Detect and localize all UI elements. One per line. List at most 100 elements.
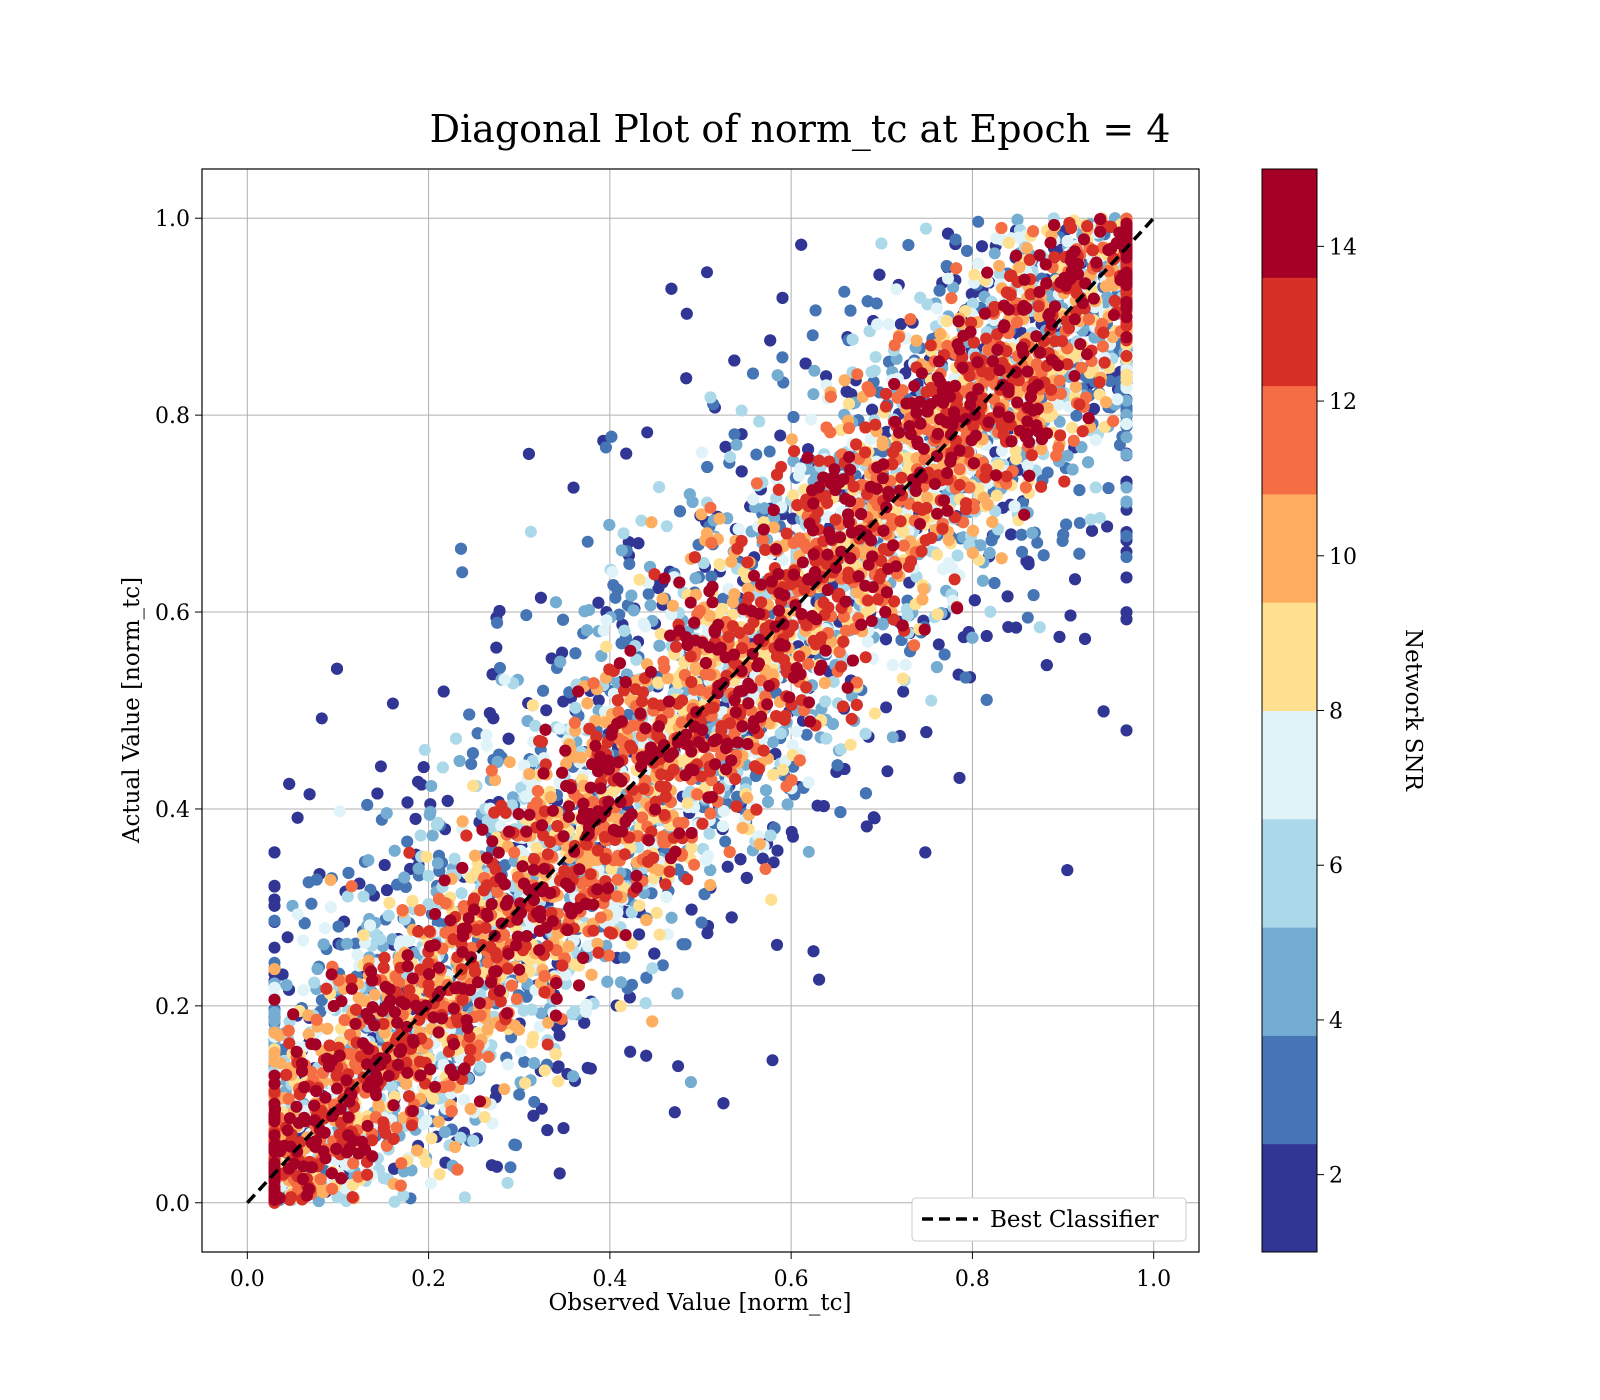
scatter-point	[1097, 705, 1110, 718]
scatter-point	[578, 1016, 591, 1029]
scatter-point	[540, 704, 553, 717]
scatter-point	[386, 697, 399, 710]
scatter-point	[787, 830, 799, 843]
scatter-point	[635, 514, 648, 527]
scatter-point	[897, 685, 910, 698]
scatter-point	[380, 807, 393, 820]
scatter-point	[618, 624, 631, 637]
scatter-point	[398, 871, 411, 884]
scatter-point	[311, 963, 324, 975]
scatter-point	[665, 911, 678, 924]
scatter-point	[1120, 495, 1133, 508]
scatter-point	[490, 1160, 503, 1173]
scatter-point	[861, 295, 874, 308]
scatter-point	[648, 947, 661, 960]
scatter-point	[425, 780, 438, 792]
scatter-point	[510, 1139, 522, 1152]
scatter-point	[802, 845, 815, 858]
scatter-point	[417, 761, 430, 774]
scatter-point	[932, 638, 945, 651]
scatter-point	[1001, 590, 1014, 603]
scatter-point	[422, 869, 435, 882]
scatter-point	[303, 788, 316, 801]
scatter-point	[513, 1088, 526, 1101]
scatter-point	[880, 633, 892, 646]
scatter-point	[401, 835, 414, 848]
scatter-point	[1120, 431, 1133, 444]
scatter-point	[465, 758, 478, 770]
scatter-point	[902, 239, 915, 251]
scatter-point	[441, 794, 454, 807]
scatter-point	[881, 765, 894, 778]
scatter-point	[685, 903, 698, 916]
scatter-point	[953, 771, 966, 784]
scatter-point	[437, 685, 450, 698]
scatter-point	[599, 441, 612, 454]
scatter-point	[653, 639, 666, 652]
scatter-point	[680, 307, 693, 320]
scatter-point	[466, 747, 479, 760]
scatter-point	[632, 537, 645, 550]
scatter-point	[458, 1191, 471, 1204]
scatter-point	[760, 784, 772, 797]
scatter-point	[938, 648, 951, 661]
scatter-point	[695, 916, 708, 929]
scatter-point	[1002, 621, 1015, 633]
scatter-point	[988, 577, 1001, 589]
scatter-point	[424, 805, 437, 818]
scatter-point	[1061, 449, 1074, 462]
scatter-point	[557, 1122, 570, 1135]
scatter-point	[642, 588, 655, 600]
scatter-point	[624, 1045, 637, 1058]
scatter-point	[949, 233, 962, 246]
scatter-point	[357, 890, 370, 903]
scatter-point	[556, 646, 569, 659]
scatter-point	[756, 852, 769, 865]
scatter-point	[680, 372, 693, 385]
scatter-point	[866, 403, 879, 416]
scatter-point	[1069, 573, 1081, 586]
scatter-point	[438, 1126, 451, 1139]
scatter-point	[730, 438, 743, 451]
scatter-point	[672, 1060, 685, 1073]
scatter-point	[640, 1049, 653, 1062]
scatter-point	[1026, 527, 1039, 539]
scatter-point	[581, 535, 594, 548]
scatter-point	[719, 835, 732, 848]
scatter-point	[728, 428, 741, 441]
scatter-point	[919, 846, 932, 859]
scatter-point	[627, 604, 640, 617]
scatter-point	[763, 445, 776, 458]
scatter-point	[583, 604, 596, 616]
scatter-point	[522, 447, 535, 460]
scatter-point	[504, 1161, 517, 1174]
scatter-point	[623, 558, 636, 570]
scatter-point	[676, 938, 689, 951]
scatter-point	[520, 609, 533, 622]
scatter-point	[502, 732, 515, 745]
scatter-point	[753, 415, 766, 428]
scatter-point	[317, 938, 330, 951]
scatter-point	[1120, 571, 1133, 584]
scatter-point	[980, 630, 993, 642]
scatter-point	[735, 404, 748, 417]
scatter-point	[764, 829, 777, 842]
scatter-point	[281, 931, 294, 944]
scatter-point	[557, 613, 569, 626]
scatter-point	[776, 351, 789, 364]
scatter-point	[747, 367, 759, 380]
scatter-point	[660, 520, 673, 533]
scatter-point	[920, 222, 932, 235]
scatter-point	[671, 987, 684, 1000]
scatter-point	[280, 979, 293, 992]
scatter-point	[717, 1097, 730, 1110]
scatter-point	[1037, 549, 1050, 562]
scatter-point	[291, 811, 304, 824]
scatter-point	[795, 238, 808, 251]
scatter-point	[283, 777, 296, 790]
scatter-point	[704, 391, 717, 404]
scatter-point	[310, 873, 323, 886]
scatter-point	[455, 887, 468, 900]
scatter-point	[860, 820, 873, 833]
